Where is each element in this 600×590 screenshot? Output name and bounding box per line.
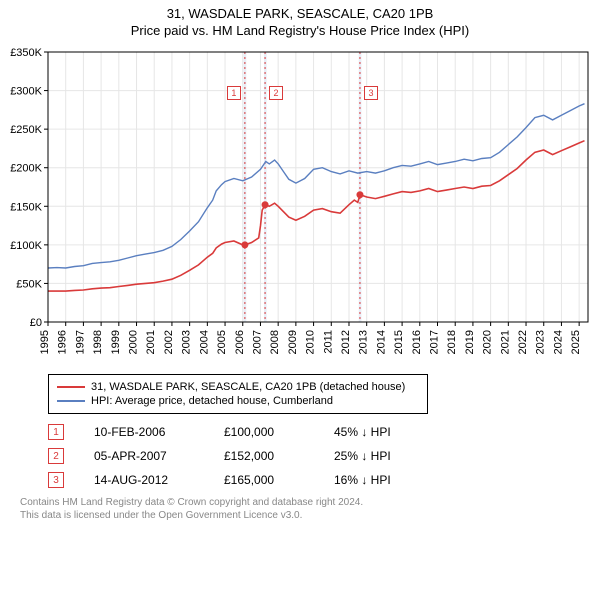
svg-text:2021: 2021: [499, 330, 511, 354]
svg-text:1996: 1996: [57, 330, 69, 354]
svg-text:2000: 2000: [128, 330, 140, 354]
svg-text:1997: 1997: [74, 330, 86, 354]
marker-table: 1 10-FEB-2006£100,00045% ↓ HPI 2 05-APR-200…: [48, 424, 600, 488]
svg-text:2002: 2002: [163, 330, 175, 354]
footer-line2: This data is licensed under the Open Gov…: [20, 509, 580, 522]
svg-text:£150K: £150K: [10, 201, 42, 213]
title-subtitle: Price paid vs. HM Land Registry's House …: [0, 23, 600, 38]
marker-callout-3: 3: [364, 86, 378, 100]
svg-text:1999: 1999: [110, 330, 122, 354]
title-address: 31, WASDALE PARK, SEASCALE, CA20 1PB: [0, 6, 600, 21]
svg-text:£250K: £250K: [10, 124, 42, 136]
svg-text:2024: 2024: [552, 330, 564, 354]
svg-text:2012: 2012: [340, 330, 352, 354]
svg-text:2025: 2025: [570, 330, 582, 354]
marker-price: £165,000: [224, 473, 334, 487]
svg-text:2015: 2015: [393, 330, 405, 354]
legend-item: HPI: Average price, detached house, Cumb…: [57, 395, 419, 407]
marker-number-box: 2: [48, 448, 64, 464]
legend-item: 31, WASDALE PARK, SEASCALE, CA20 1PB (de…: [57, 381, 419, 393]
svg-text:2001: 2001: [145, 330, 157, 354]
svg-text:2018: 2018: [446, 330, 458, 354]
marker-row: 2 05-APR-2007£152,00025% ↓ HPI: [48, 448, 600, 464]
footer: Contains HM Land Registry data © Crown c…: [20, 496, 580, 522]
svg-text:2019: 2019: [464, 330, 476, 354]
marker-number-box: 3: [48, 472, 64, 488]
svg-text:£0: £0: [30, 317, 42, 329]
marker-row: 3 14-AUG-2012£165,00016% ↓ HPI: [48, 472, 600, 488]
marker-date: 14-AUG-2012: [94, 473, 224, 487]
marker-callout-1: 1: [227, 86, 241, 100]
legend-label: 31, WASDALE PARK, SEASCALE, CA20 1PB (de…: [91, 381, 405, 393]
svg-text:2017: 2017: [429, 330, 441, 354]
price-chart: £0 £50K £100K £150K £200K £250K £300K £350K 1995…: [0, 48, 600, 368]
svg-text:2010: 2010: [305, 330, 317, 354]
svg-text:2013: 2013: [358, 330, 370, 354]
marker-number-box: 1: [48, 424, 64, 440]
legend-swatch: [57, 386, 85, 388]
svg-text:£100K: £100K: [10, 240, 42, 252]
svg-text:2006: 2006: [234, 330, 246, 354]
marker-callout-2: 2: [269, 86, 283, 100]
svg-text:2004: 2004: [198, 330, 210, 354]
svg-text:2003: 2003: [181, 330, 193, 354]
svg-text:2007: 2007: [251, 330, 263, 354]
marker-price: £152,000: [224, 449, 334, 463]
svg-text:£50K: £50K: [16, 278, 42, 290]
svg-text:1998: 1998: [92, 330, 104, 354]
svg-text:2016: 2016: [411, 330, 423, 354]
svg-text:2020: 2020: [482, 330, 494, 354]
header: 31, WASDALE PARK, SEASCALE, CA20 1PB Pri…: [0, 0, 600, 38]
marker-date: 05-APR-2007: [94, 449, 224, 463]
svg-text:2009: 2009: [287, 330, 299, 354]
svg-text:£300K: £300K: [10, 86, 42, 98]
marker-price: £100,000: [224, 425, 334, 439]
legend-label: HPI: Average price, detached house, Cumb…: [91, 395, 333, 407]
svg-text:2023: 2023: [535, 330, 547, 354]
marker-diff: 16% ↓ HPI: [334, 473, 454, 487]
svg-text:2005: 2005: [216, 330, 228, 354]
svg-text:£200K: £200K: [10, 163, 42, 175]
marker-diff: 45% ↓ HPI: [334, 425, 454, 439]
marker-date: 10-FEB-2006: [94, 425, 224, 439]
footer-line1: Contains HM Land Registry data © Crown c…: [20, 496, 580, 509]
svg-text:2008: 2008: [269, 330, 281, 354]
marker-row: 1 10-FEB-2006£100,00045% ↓ HPI: [48, 424, 600, 440]
chart-container: £0 £50K £100K £150K £200K £250K £300K £350K 1995…: [0, 48, 600, 368]
svg-text:£350K: £350K: [10, 48, 42, 59]
legend: 31, WASDALE PARK, SEASCALE, CA20 1PB (de…: [48, 374, 428, 414]
svg-text:2011: 2011: [322, 330, 334, 354]
legend-swatch: [57, 400, 85, 402]
svg-text:2022: 2022: [517, 330, 529, 354]
svg-text:2014: 2014: [375, 330, 387, 354]
marker-diff: 25% ↓ HPI: [334, 449, 454, 463]
svg-text:1995: 1995: [39, 330, 51, 354]
